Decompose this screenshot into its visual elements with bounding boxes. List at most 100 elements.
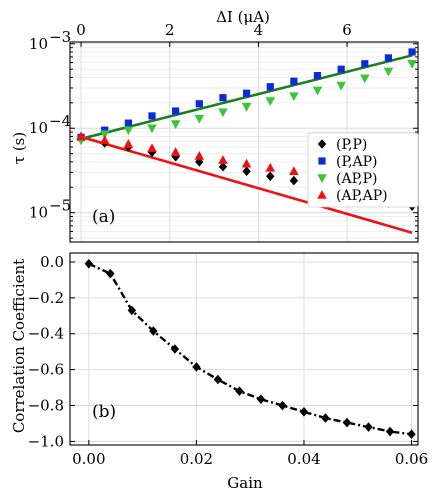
panel-a-point-app [218, 108, 228, 118]
panel-b-point [235, 386, 244, 396]
panel-a-point-app [336, 81, 346, 91]
panel-a-point-apap [289, 166, 299, 176]
panel-a-point-apap [265, 162, 276, 172]
panel-a-y-tick-exponent: −5 [49, 197, 71, 215]
panel-b-series-line [88, 262, 412, 436]
panel-a-point-app [383, 67, 394, 77]
panel-b-point [256, 394, 266, 405]
panel-b: −1.0 −0.8 −0.6 −0.4 −0.2 0.0 0.00 0.02 0.04 0.06 [28, 252, 428, 468]
panel-a-x-top-tick-label: 4 [254, 21, 264, 39]
panel-b-y-tick-label: −1.0 [28, 432, 64, 450]
panel-a-y-tick-exponent: −3 [49, 28, 71, 46]
panel-a-point-app [194, 114, 205, 124]
panel-a-point-pap [148, 112, 156, 120]
panel-a-point-app [123, 126, 134, 136]
panel-b-point [170, 344, 180, 354]
legend-marker-apap [317, 190, 327, 199]
panel-a-point-pap [361, 60, 369, 68]
panel-a-point-apap [123, 139, 134, 148]
legend-box [307, 132, 419, 208]
panel-a-fit-line-red [80, 135, 413, 234]
panel-a-point-app [265, 97, 276, 107]
panel-a-point-app [312, 86, 323, 96]
panel-a-y-tick-exponent: −4 [49, 112, 71, 130]
panel-b-point [407, 429, 416, 440]
panel-b-x-tick-label: 0.06 [395, 450, 428, 468]
panel-b-point [299, 407, 309, 417]
panel-a-x-top-tick-label: 2 [165, 21, 175, 39]
panel-a-point-pap [290, 77, 298, 85]
panel-a-point-apap [194, 150, 205, 160]
legend-label-pap: (P,AP) [336, 154, 378, 170]
panel-a-point-pap [266, 83, 274, 91]
panel-a-point-pap [242, 89, 251, 97]
legend-label-apap: (AP,AP) [336, 188, 388, 204]
panel-a-point-apap [147, 143, 157, 153]
panel-a-x-top-tick-label: 6 [342, 21, 352, 39]
panel-label-a: (a) [92, 207, 115, 227]
legend-markers [317, 139, 327, 199]
panel-a-point-pap [384, 54, 393, 62]
panel-a-point-pp [266, 171, 275, 182]
bottom-x-axis-title: Gain [227, 474, 263, 492]
panel-label-b: (b) [92, 402, 116, 422]
legend-label-app: (AP,P) [336, 171, 378, 187]
panel-a-point-pap [172, 107, 180, 115]
panel-b-point [127, 305, 137, 316]
panel-b-point [342, 417, 352, 428]
panel-a-point-app [289, 92, 299, 102]
panel-a-point-pap [219, 94, 227, 102]
panel-b-point [106, 268, 115, 279]
panel-b-frame [69, 252, 419, 446]
panel-b-x-tick-label: 0.04 [287, 450, 320, 468]
panel-b-point [192, 362, 201, 372]
panel-b-y-tick-label: 0.0 [40, 253, 64, 271]
panel-b-y-tick-label: −0.8 [28, 397, 64, 415]
panel-a-point-app [241, 102, 252, 112]
legend-marker-pp [317, 139, 327, 149]
panel-a-point-app [360, 74, 370, 84]
panel-b-y-tick-label: −0.2 [28, 289, 64, 307]
panel-b-point [385, 426, 395, 437]
panel-a-point-pap [337, 65, 345, 73]
panel-b-y-tick-label: −0.6 [28, 361, 64, 379]
panel-a-x-top-tick-label: 0 [76, 21, 86, 39]
panel-a-y-tick-label: 10 [29, 35, 48, 53]
panel-a-point-pap [124, 119, 132, 127]
panel-b-point [321, 413, 330, 423]
panel-a-point-app [170, 120, 181, 130]
panel-a-point-pap [195, 100, 203, 108]
legend-marker-app [317, 174, 327, 183]
panel-b-point [364, 422, 373, 432]
panel-a-point-apap [218, 155, 228, 164]
panel-a-point-pp [289, 175, 299, 186]
legend-label-pp: (P,P) [336, 137, 367, 153]
panel-a-point-pp [218, 161, 228, 172]
panel-b-point [213, 374, 223, 385]
top-x-axis-title: ΔI (μA) [216, 8, 270, 26]
panel-a-point-pap [313, 72, 322, 80]
panel-a-y-axis-title: τ (s) [10, 132, 28, 164]
panel-b-y-axis-title: Correlation Coefficient [10, 259, 28, 433]
legend-marker-pap [318, 157, 326, 165]
panel-a-point-app [407, 59, 417, 69]
panel-a-point-app [99, 130, 110, 140]
panel-a-point-pp [242, 166, 251, 177]
panel-a-point-pap [408, 48, 416, 56]
panel-a-point-apap [170, 147, 181, 157]
panel-b-point [84, 258, 94, 269]
panel-b-y-tick-label: −0.4 [28, 325, 64, 343]
panel-a-point-apap [76, 131, 86, 141]
panel-a-point-app [147, 124, 157, 134]
panel-b-x-tick-label: 0.00 [72, 450, 105, 468]
panel-b-point [149, 326, 158, 336]
panel-a-point-apap [241, 158, 252, 168]
panel-a-point-apap [99, 135, 110, 145]
panel-a-y-tick-label: 10 [29, 119, 48, 137]
legend: (P,P) (P,AP) (AP,P) (AP,AP) [307, 132, 419, 208]
panel-a-point-pap [101, 126, 109, 134]
panel-b-point [278, 400, 287, 411]
panel-a-fit-line-green [80, 54, 413, 141]
